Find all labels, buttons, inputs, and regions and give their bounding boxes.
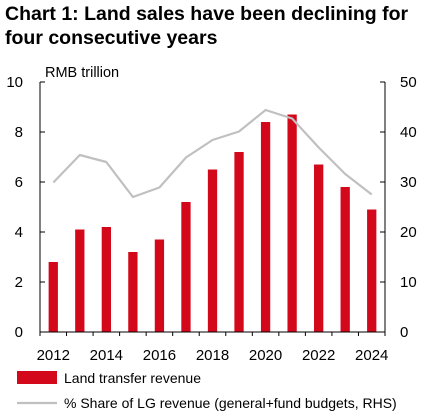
legend-swatch-bars [17, 371, 57, 384]
bar-series [48, 114, 377, 332]
left-tick-label: 0 [15, 324, 23, 341]
bar-2020 [260, 122, 271, 332]
legend-label-bars: Land transfer revenue [64, 370, 201, 386]
y-axis-unit-label: RMB trillion [45, 65, 119, 81]
right-tick-label: 10 [400, 274, 417, 291]
right-tick-label: 0 [400, 324, 408, 341]
x-tick-label: 2012 [37, 347, 70, 364]
bar-2016 [154, 239, 165, 332]
bar-2013 [75, 229, 85, 332]
x-tick-label: 2014 [90, 347, 123, 364]
bar-2018 [207, 169, 218, 332]
legend: Land transfer revenue % Share of LG reven… [17, 370, 397, 411]
bar-2024 [367, 209, 377, 332]
bar-2023 [340, 187, 350, 332]
bar-2017 [181, 202, 191, 332]
right-tick-label: 40 [400, 124, 417, 141]
right-tick-label: 20 [400, 224, 417, 241]
chart-title: Chart 1: Land sales have been declining … [5, 3, 409, 49]
left-tick-label: 4 [15, 224, 23, 241]
x-tick-label: 2018 [196, 347, 229, 364]
left-tick-label: 8 [15, 124, 23, 141]
left-tick-label: 10 [6, 74, 23, 91]
bar-2014 [101, 227, 111, 332]
x-tick-label: 2016 [143, 347, 176, 364]
legend-label-line: % Share of LG revenue (general+fund budg… [64, 395, 397, 411]
bar-2021 [287, 114, 297, 332]
right-tick-label: 30 [400, 174, 417, 191]
x-tick-label: 2022 [302, 347, 335, 364]
x-tick-label: 2024 [355, 347, 388, 364]
bar-2019 [234, 152, 244, 332]
axes: 0 2 4 6 8 10 0 10 20 30 40 50 2012 2014 2016 2018 2020 20… [6, 74, 416, 364]
bar-2015 [128, 252, 138, 332]
left-tick-label: 2 [15, 274, 23, 291]
bar-2022 [314, 164, 324, 332]
right-tick-label: 50 [400, 74, 417, 91]
bar-2012 [48, 262, 58, 332]
x-tick-label: 2020 [249, 347, 282, 364]
line-series [52, 108, 373, 199]
left-tick-label: 6 [15, 174, 23, 191]
